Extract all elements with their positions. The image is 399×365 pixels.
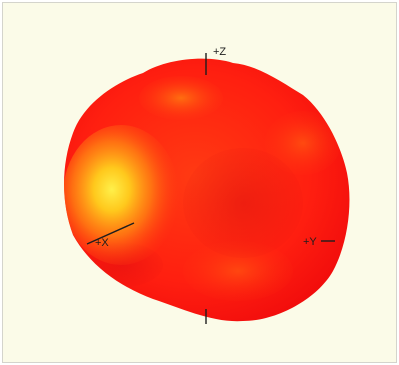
y-axis-label: +Y [303, 236, 317, 248]
center-shadow [183, 148, 303, 258]
plot-viewport: +Z +X +Y [2, 2, 397, 363]
lower-lobe-highlight [183, 241, 293, 301]
x-axis-label: +X [95, 237, 109, 249]
radiation-pattern-3d-view: +Z +X +Y [64, 46, 350, 324]
x-axis-line [86, 222, 135, 245]
main-lobe-hotspot [64, 125, 179, 265]
z-axis-label: +Z [213, 46, 226, 58]
right-lobe-highlight [265, 111, 341, 175]
upper-lobe-highlight [139, 76, 223, 120]
